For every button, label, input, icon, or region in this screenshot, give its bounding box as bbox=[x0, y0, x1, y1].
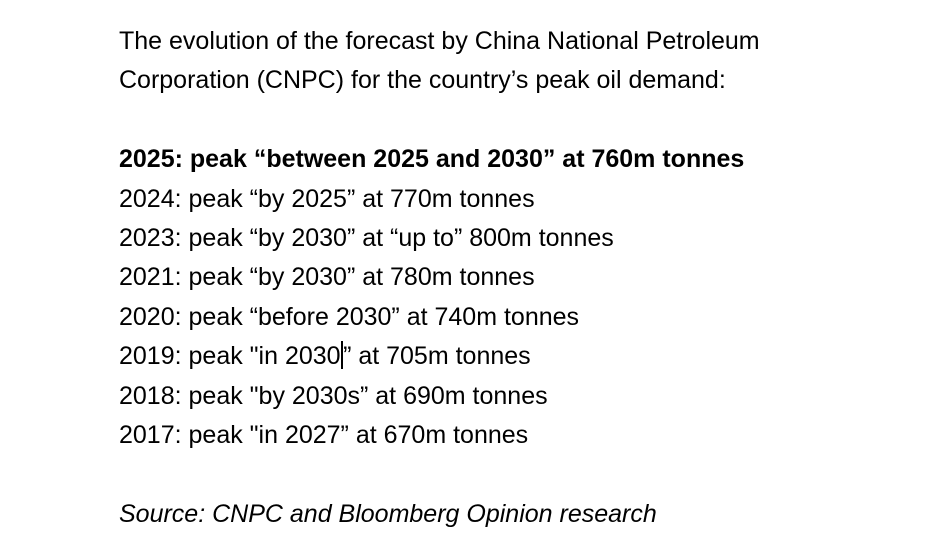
forecast-line-2024: 2024: peak “by 2025” at 770m tonnes bbox=[119, 184, 535, 213]
forecast-line-2021: 2021: peak “by 2030” at 780m tonnes bbox=[119, 263, 535, 292]
source-line: Source: CNPC and Bloomberg Opinion resea… bbox=[119, 499, 657, 528]
blank-line bbox=[119, 455, 919, 494]
forecast-line-2023: 2023: peak “by 2030” at “up to” 800m ton… bbox=[119, 224, 614, 253]
blank-line bbox=[119, 101, 919, 140]
intro-line-1: The evolution of the forecast by China N… bbox=[119, 27, 760, 55]
forecast-line-2025: 2025: peak “between 2025 and 2030” at 76… bbox=[119, 145, 745, 174]
forecast-2019-after-cursor: ” at 705m tonnes bbox=[343, 342, 531, 371]
forecast-2019-before-cursor: 2019: peak "in 2030 bbox=[119, 342, 341, 371]
intro-line-2: Corporation (CNPC) for the country’s pea… bbox=[119, 66, 726, 95]
document-body[interactable]: The evolution of the forecast by China N… bbox=[119, 22, 919, 534]
forecast-line-2020: 2020: peak “before 2030” at 740m tonnes bbox=[119, 302, 580, 331]
forecast-line-2019: 2019: peak "in 2030” at 705m tonnes bbox=[119, 337, 919, 376]
forecast-line-2018: 2018: peak "by 2030s” at 690m tonnes bbox=[119, 381, 548, 410]
text-cursor bbox=[341, 341, 343, 370]
forecast-line-2017: 2017: peak "in 2027” at 670m tonnes bbox=[119, 421, 529, 450]
